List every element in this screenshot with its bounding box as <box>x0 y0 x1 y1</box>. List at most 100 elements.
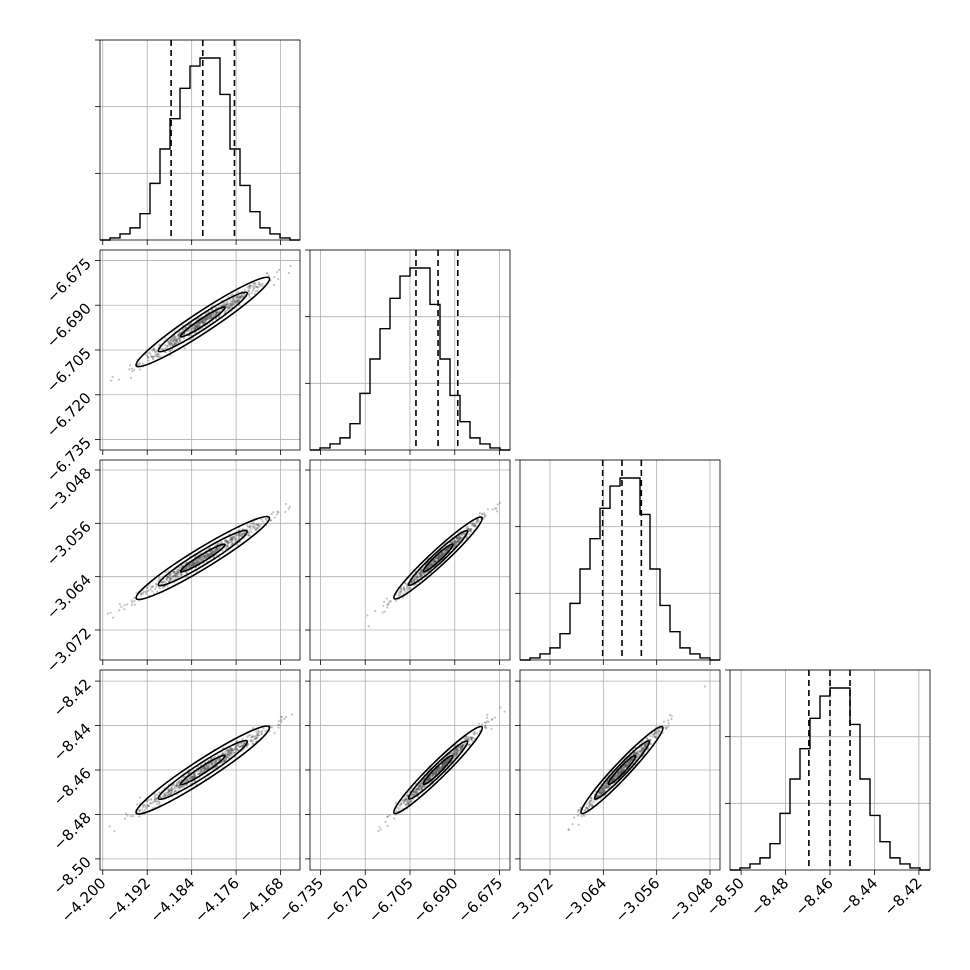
scatter-point <box>398 594 401 597</box>
scatter-point <box>664 726 667 729</box>
x-tick-label: −6.720 <box>320 874 372 926</box>
scatter-point <box>168 574 171 577</box>
scatter-point <box>159 355 162 358</box>
scatter-point <box>179 786 182 789</box>
scatter-point <box>189 327 192 330</box>
scatter-point <box>420 570 423 573</box>
scatter-point <box>237 535 240 538</box>
scatter-point <box>260 283 263 287</box>
scatter-point <box>207 311 210 314</box>
scatter-point <box>178 333 181 336</box>
scatter-point <box>201 319 205 322</box>
scatter-point <box>106 612 109 615</box>
scatter-point <box>255 523 258 526</box>
scatter-point <box>225 303 229 306</box>
scatter-point <box>145 590 148 593</box>
scatter-point <box>228 754 231 757</box>
scatter-point <box>179 573 183 576</box>
scatter-point <box>580 815 583 818</box>
scatter-point <box>234 540 237 543</box>
scatter-point <box>413 576 416 579</box>
scatter-point <box>387 601 391 604</box>
scatter-point <box>197 560 201 563</box>
scatter-point <box>636 750 639 753</box>
scatter-point <box>141 362 144 365</box>
scatter-point <box>154 353 157 356</box>
scatter-point <box>138 362 141 365</box>
scatter-point <box>258 282 261 286</box>
scatter-point <box>235 533 238 536</box>
scatter-point <box>240 534 243 537</box>
y-tick-label: −8.46 <box>50 764 95 809</box>
scatter-point <box>215 547 218 550</box>
scatter-point <box>167 340 170 343</box>
scatter-point <box>615 775 618 778</box>
scatter-point <box>240 532 243 535</box>
scatter-point <box>136 363 140 366</box>
scatter-point <box>496 510 499 513</box>
scatter-point <box>187 565 191 568</box>
scatter-point <box>210 309 214 312</box>
scatter-point <box>153 795 156 798</box>
scatter-point <box>473 522 477 526</box>
scatter-point <box>405 588 408 591</box>
scatter-point <box>658 730 661 733</box>
scatter-point <box>207 554 210 558</box>
scatter-point <box>277 719 280 723</box>
scatter-point <box>247 293 251 296</box>
x-tick-label: −4.192 <box>102 874 154 926</box>
scatter-point <box>467 529 470 532</box>
scatter-point <box>583 814 586 817</box>
scatter-point <box>208 314 211 317</box>
scatter-point <box>382 600 386 603</box>
scatter-point <box>176 571 179 574</box>
scatter-point <box>247 533 250 537</box>
scatter-point <box>181 329 184 332</box>
scatter-point <box>406 585 409 589</box>
scatter-point <box>439 556 442 559</box>
scatter-point <box>193 324 196 327</box>
scatter-point <box>168 343 171 346</box>
scatter-point <box>228 306 231 310</box>
scatter-point <box>438 555 441 559</box>
scatter-point <box>144 804 147 808</box>
scatter-point <box>257 283 260 286</box>
scatter-point <box>190 561 193 565</box>
scatter-point <box>377 829 380 833</box>
scatter-point <box>432 561 435 565</box>
scatter-point <box>209 550 212 554</box>
scatter-point <box>491 508 494 511</box>
scatter-point <box>196 561 199 564</box>
scatter-point <box>436 557 439 560</box>
scatter-point <box>227 541 230 544</box>
scatter-point <box>273 516 277 519</box>
scatter-point <box>476 518 479 522</box>
scatter-point <box>233 299 236 303</box>
scatter-point <box>255 529 258 532</box>
scatter-point <box>585 806 588 809</box>
scatter-point <box>419 573 423 576</box>
scatter-point <box>399 589 402 593</box>
scatter-point <box>151 349 154 352</box>
scatter-point <box>254 528 257 531</box>
scatter-point <box>161 348 164 351</box>
scatter-point <box>173 570 176 573</box>
scatter-point <box>254 290 257 293</box>
scatter-point <box>186 571 189 574</box>
scatter-point <box>216 547 219 550</box>
scatter-point <box>440 552 444 555</box>
scatter-point <box>149 798 152 801</box>
scatter-point <box>205 554 209 557</box>
scatter-point <box>207 315 211 318</box>
scatter-point <box>169 577 172 580</box>
scatter-point <box>251 285 254 288</box>
scatter-point <box>215 312 218 315</box>
scatter-point <box>172 340 175 343</box>
scatter-point <box>165 575 168 579</box>
scatter-point <box>667 719 670 722</box>
scatter-point <box>166 575 169 578</box>
scatter-point <box>179 339 182 342</box>
scatter-point <box>204 317 208 320</box>
scatter-point <box>225 544 229 547</box>
scatter-point <box>467 528 470 531</box>
